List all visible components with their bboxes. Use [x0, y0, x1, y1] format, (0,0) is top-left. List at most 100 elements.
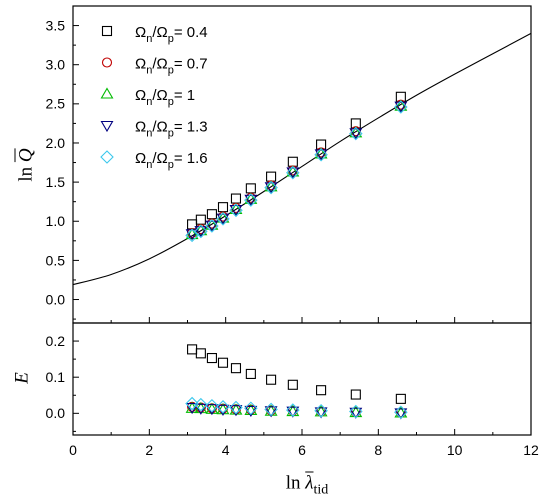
top-series-2-point	[244, 192, 258, 204]
legend-subscript-n: n	[146, 65, 152, 77]
top-series-0-point	[245, 183, 256, 194]
top-series-2-point	[394, 99, 408, 111]
top-series-3	[185, 101, 408, 241]
bottom-series-4-point	[244, 401, 258, 416]
legend-subscript-p: p	[168, 33, 174, 45]
top-y-tick-label: 3.0	[46, 57, 66, 73]
top-series-2-point	[216, 211, 230, 223]
bottom-series-4-point	[205, 398, 219, 413]
legend-subscript-p: p	[168, 128, 174, 140]
top-series-0-point	[266, 171, 277, 182]
legend-value: = 1.3	[174, 119, 208, 136]
top-series-4-point	[229, 203, 243, 218]
legend-label: Ωn/Ωp= 1	[135, 87, 195, 108]
top-series-3-point	[194, 226, 208, 238]
bottom-series-0-point	[287, 379, 298, 390]
top-series-3-point	[216, 213, 230, 225]
top-series-4-point	[286, 165, 300, 180]
bottom-series-0-point	[187, 344, 198, 355]
top-series-4	[185, 100, 408, 243]
bottom-series-4-point	[314, 404, 328, 418]
bottom-series-0-point	[266, 374, 277, 385]
top-series-4-point	[216, 212, 230, 226]
legend-slash-omega: /Ω	[152, 87, 167, 104]
top-series-3-point	[244, 194, 258, 206]
bottom-y-tick-label: 0.1	[46, 369, 66, 385]
legend-subscript-p: p	[168, 159, 174, 171]
legend-value: = 0.4	[174, 24, 208, 41]
bottom-series-0-point	[217, 357, 229, 368]
fit-curve-layer	[72, 32, 532, 286]
x-axis-title-subscript: tid	[313, 482, 329, 498]
legend-value: = 1	[174, 87, 195, 104]
bottom-x-tick-label: 10	[447, 442, 463, 458]
bottom-series-0-point	[245, 368, 256, 379]
bottom-x-tick-label: 2	[145, 442, 153, 458]
top-series-2-point	[286, 165, 300, 177]
bottom-x-tick-label: 12	[523, 442, 539, 458]
bottom-series-3-point	[286, 406, 300, 418]
bottom-series-3-point	[394, 408, 408, 420]
top-series-3-point	[394, 101, 408, 113]
legend-item: Ωn/Ωp= 0.7	[101, 56, 208, 77]
bottom-series-3-point	[185, 402, 199, 415]
legend-subscript-p: p	[168, 65, 174, 77]
bottom-series-2-point	[314, 405, 328, 417]
top-series-0-point	[217, 202, 229, 213]
legend-subscript-n: n	[146, 33, 152, 45]
legend-marker	[101, 57, 113, 68]
legend-omega: Ω	[135, 24, 146, 41]
top-series-0-point	[195, 214, 206, 225]
legend-omega: Ω	[135, 56, 146, 73]
bottom-x-tick-label: 0	[69, 442, 77, 458]
legend-label: Ωn/Ωp= 0.7	[135, 56, 208, 77]
top-series-0-point	[187, 219, 198, 230]
bottom-series-2-point	[349, 406, 363, 418]
bottom-series-0-point	[206, 352, 217, 364]
bottom-series-0-point	[316, 385, 327, 396]
legend-label: Ωn/Ωp= 1.3	[135, 119, 208, 140]
top-series-4-point	[314, 147, 328, 162]
y-axis-title-symbol: Q	[15, 148, 37, 163]
legend-marker	[101, 25, 113, 37]
legend-omega: Ω	[135, 87, 146, 104]
top-series-2-point	[314, 147, 328, 159]
legend-omega: Ω	[135, 150, 146, 167]
x-axis-title-prefix: ln	[285, 472, 301, 494]
top-series-0-point	[206, 209, 217, 220]
bottom-series-4	[185, 396, 408, 420]
legend-slash-omega: /Ω	[152, 150, 167, 167]
top-series-4-point	[205, 219, 219, 233]
top-series-4-point	[349, 126, 363, 141]
bottom-series-3-point	[194, 403, 208, 415]
top-series-2-point	[229, 202, 243, 215]
tick-labels: 0.0 0.5 1.0 1.5 2.0 2.5 3.0 3.5 0.0 0.1 0.2 0 2 4 6 8 10…	[46, 17, 539, 458]
top-series-4-point	[264, 180, 278, 195]
top-series-2-point	[264, 180, 278, 192]
legend-subscript-n: n	[146, 159, 152, 171]
top-y-tick-label: 0.0	[46, 291, 66, 307]
bottom-series-2-point	[216, 403, 230, 415]
top-series-4-point	[194, 224, 208, 239]
legend-value: = 0.7	[174, 56, 208, 73]
legend-marker	[100, 120, 114, 133]
bottom-series-2-point	[394, 406, 408, 418]
bottom-series-0-point	[230, 363, 242, 374]
top-y-tick-label: 1.5	[46, 174, 66, 190]
legend-item: Ωn/Ωp= 0.4	[101, 24, 208, 45]
bottom-x-tick-label: 4	[222, 442, 230, 458]
top-series-2-point	[349, 126, 363, 138]
bottom-series-0-point	[350, 389, 361, 400]
top-y-tick-label: 0.5	[46, 252, 66, 268]
bottom-series-4-point	[229, 400, 243, 415]
top-series-3-point	[205, 220, 219, 232]
bottom-series-4-point	[286, 403, 300, 417]
bottom-series-4-point	[394, 405, 408, 420]
x-axis-title-symbol: λ	[305, 472, 314, 494]
top-series-0	[187, 91, 406, 230]
bottom-y-tick-label: 0.2	[46, 333, 66, 349]
top-series-0-point	[287, 156, 298, 167]
bottom-series-3-point	[349, 407, 363, 419]
data-points	[185, 91, 408, 420]
